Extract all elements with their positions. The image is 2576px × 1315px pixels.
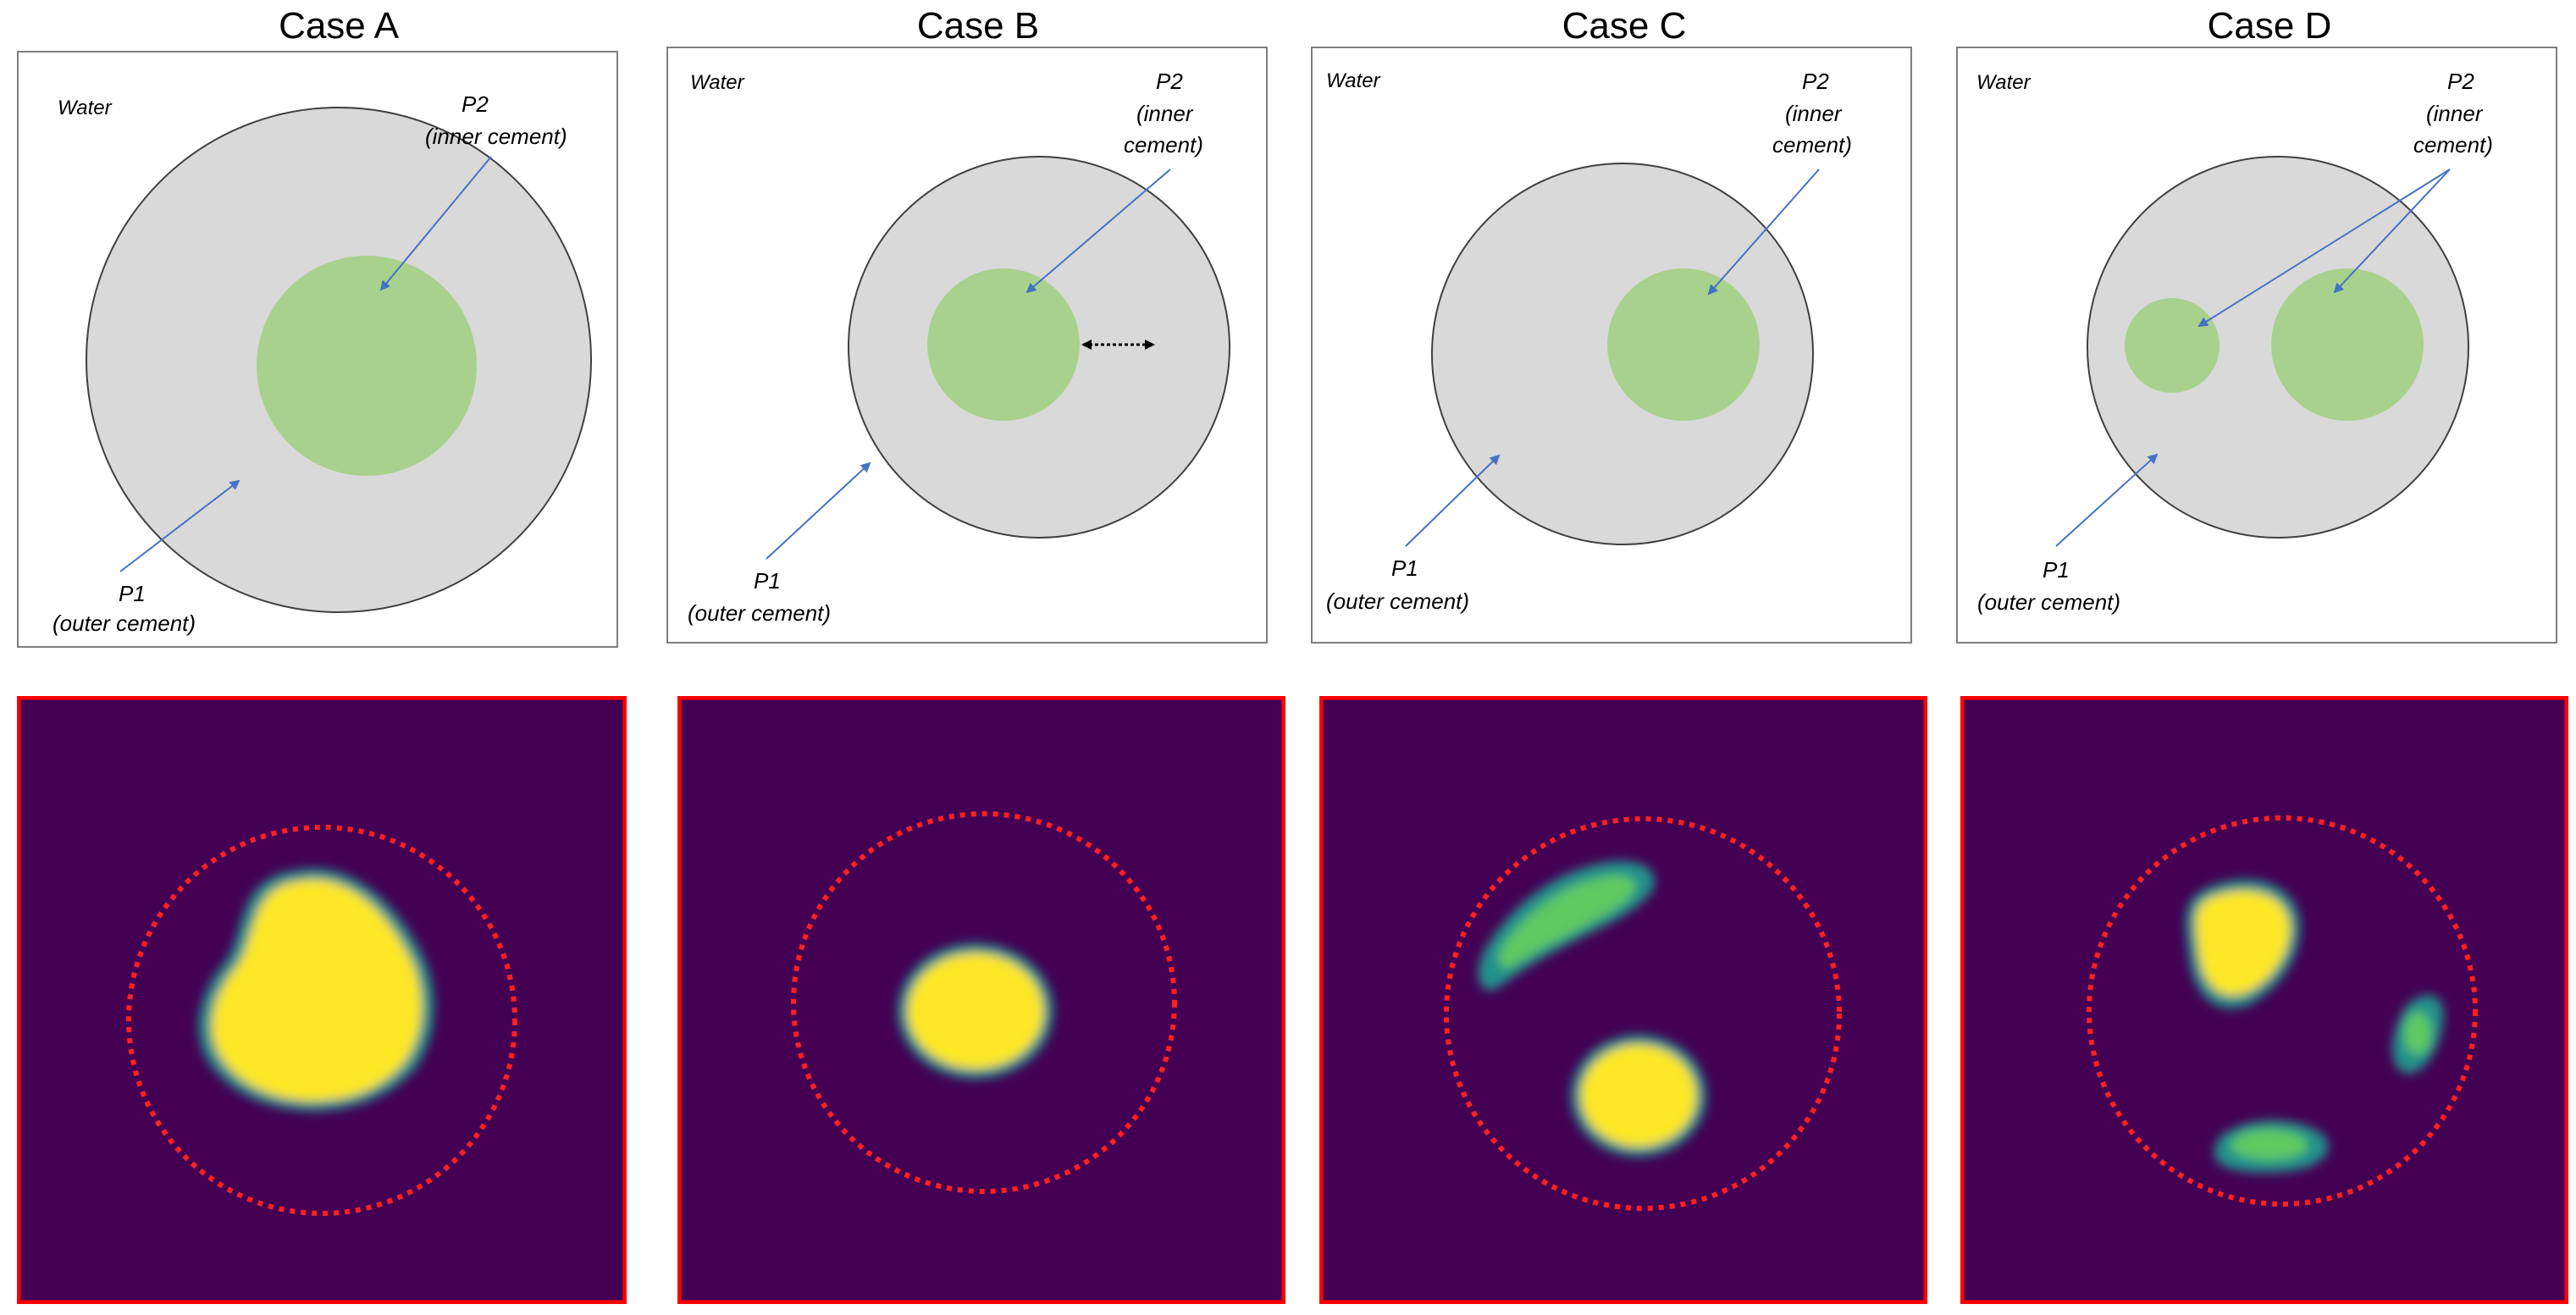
p1-label: P1 [1391, 555, 1418, 581]
case-b-reconstruction [677, 696, 1285, 1304]
p2-label: P2 [1156, 69, 1183, 94]
p2-label: P2 [462, 91, 489, 117]
case-a-title: Case A [279, 5, 399, 47]
p1-sub-label: (outer cement) [688, 600, 831, 626]
water-label: Water [1326, 69, 1381, 92]
p2-sub-label-1: (inner [1785, 101, 1843, 126]
case-b-title: Case B [916, 5, 1040, 47]
p2-sub-label: (inner cement) [425, 124, 567, 149]
case-d-reconstruction [1960, 696, 2568, 1304]
case-d-schematic: Water P2 (inner cement) P1 (outer cement… [1956, 47, 2557, 644]
p1-label: P1 [2043, 557, 2070, 583]
p2-label: P2 [1802, 69, 1829, 94]
case-d-title: Case D [2207, 5, 2332, 47]
p2-arrow-large [2333, 169, 2451, 294]
p1-label: P1 [754, 568, 781, 594]
p2-arrow [1025, 169, 1171, 294]
case-c-reconstruction [1319, 696, 1927, 1304]
p1-arrow [1405, 454, 1501, 547]
reference-ring [2087, 815, 2478, 1207]
reference-ring [1444, 816, 1842, 1211]
water-label: Water [58, 97, 113, 119]
p1-sub-label: (outer cement) [1326, 588, 1469, 614]
high-intensity-blob [898, 943, 1053, 1079]
water-label: Water [1976, 71, 2032, 94]
p2-sub-label-2: cement) [2413, 132, 2493, 157]
p1-arrow [2055, 453, 2159, 547]
p2-sub-label-1: (inner [1136, 101, 1194, 126]
p2-arrow-small [2197, 169, 2451, 328]
p1-arrow [766, 461, 871, 560]
high-intensity-blob [198, 868, 434, 1111]
inner-cement-circle-large [2271, 268, 2424, 421]
high-intensity-blob [1478, 860, 1706, 1157]
water-label: Water [690, 71, 745, 94]
p2-sub-label-2: cement) [1772, 132, 1852, 157]
p2-arrow [379, 156, 492, 291]
p2-sub-label-2: cement) [1124, 132, 1203, 157]
inner-cement-circle [927, 268, 1080, 421]
case-b-schematic: Water P2 (inner cement) P1 (outer cement… [666, 47, 1268, 644]
case-a-reconstruction [17, 696, 627, 1304]
inner-cement-circle [1607, 268, 1760, 421]
case-a-schematic: Water P2 (inner cement) P1 (outer cement… [17, 51, 618, 648]
case-c-schematic: Water P2 (inner cement) P1 (outer cement… [1311, 47, 1912, 644]
case-c-title: Case C [1562, 5, 1687, 47]
p1-sub-label: (outer cement) [53, 611, 196, 636]
inner-cement-circle [257, 256, 477, 476]
reference-ring [126, 825, 517, 1216]
p1-arrow [119, 479, 240, 572]
p2-arrow [1707, 169, 1820, 296]
reference-ring [791, 811, 1177, 1194]
p1-sub-label: (outer cement) [1977, 589, 2120, 615]
p1-label: P1 [119, 581, 146, 606]
p2-label: P2 [2447, 69, 2474, 94]
inner-cement-circle-small [2125, 298, 2219, 393]
p2-sub-label-1: (inner [2426, 101, 2484, 126]
high-intensity-blob [2185, 879, 2444, 1173]
